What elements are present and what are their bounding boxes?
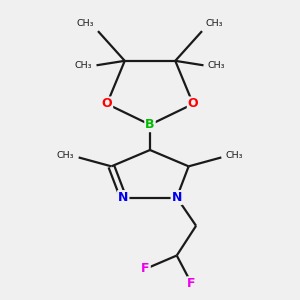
Text: CH₃: CH₃ (206, 19, 223, 28)
Text: CH₃: CH₃ (74, 61, 92, 70)
Text: N: N (118, 191, 128, 204)
Text: O: O (188, 98, 198, 110)
Text: O: O (102, 98, 112, 110)
Text: CH₃: CH₃ (208, 61, 226, 70)
Text: CH₃: CH₃ (226, 152, 243, 160)
Text: CH₃: CH₃ (57, 152, 74, 160)
Text: CH₃: CH₃ (77, 19, 94, 28)
Text: N: N (172, 191, 182, 204)
Text: B: B (145, 118, 155, 131)
Text: F: F (188, 277, 196, 290)
Text: F: F (141, 262, 150, 275)
